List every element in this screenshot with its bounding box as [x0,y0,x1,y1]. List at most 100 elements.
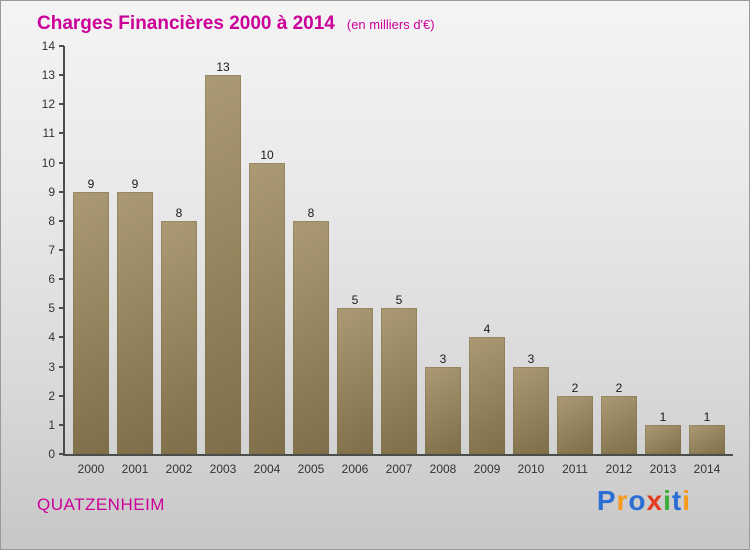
bar-column: 9 2001 [117,46,153,476]
y-tick-mark [59,394,64,397]
bar-value-label: 2 [615,380,623,395]
y-tick-mark [59,278,64,281]
bar-column: 4 2009 [469,46,505,476]
x-tick-label: 2014 [693,462,721,476]
x-tick-label: 2007 [385,462,413,476]
bar [689,424,725,454]
y-tick-mark [59,423,64,426]
bar [645,424,681,454]
logo-letter: x [646,485,664,516]
y-tick-label: 13 [41,68,55,83]
company-name: QUATZENHEIM [37,495,165,514]
y-tick-label: 7 [48,243,55,257]
y-tick-label: 2 [48,388,55,403]
logo-letter: t [671,485,683,516]
chart-title: Charges Financières 2000 à 2014 [37,13,335,34]
bar [469,337,505,454]
x-tick-label: 2006 [341,462,369,476]
bar-column: 5 2006 [337,46,373,476]
bar [73,191,109,454]
bar-column: 5 2007 [381,46,417,476]
y-tick-mark [59,45,64,47]
x-tick-label: 2010 [517,462,545,476]
y-tick-mark [59,249,64,251]
x-tick-label: 2011 [562,462,588,476]
bar-column: 1 2014 [689,46,725,476]
logo-letter: i [682,485,691,516]
bars-container: 9 2000 9 2001 8 2002 13 2003 10 2004 8 2005 5 2006 5 20… [65,46,733,476]
y-tick-label: 1 [48,417,55,432]
chart-subtitle: (en milliers d'€) [346,17,435,32]
y-tick-label: 5 [48,301,55,316]
y-tick-label: 4 [48,330,55,345]
y-tick-mark [59,307,64,310]
bar-value-label: 3 [439,351,447,366]
x-tick-label: 2008 [429,462,457,476]
logo-letter: i [663,485,672,516]
plot-area: 0 1 2 3 4 5 6 7 8 9 10 11 12 13 14 9 2000 9 2001 8 2002 13 20… [42,40,733,476]
bar [205,75,241,454]
bar-column: 2 2011 [557,46,593,476]
bar-value-label: 8 [307,205,315,220]
y-tick-mark [59,336,64,339]
y-tick-mark [59,74,64,77]
y-tick-label: 14 [41,39,55,53]
x-tick-label: 2012 [605,462,633,476]
x-tick-label: 2001 [121,462,149,476]
bar-column: 1 2013 [645,46,681,476]
bar-column: 8 2005 [293,46,329,476]
x-tick-label: 2009 [473,462,501,476]
x-tick-label: 2013 [649,462,677,476]
bar [513,366,549,454]
bar-value-label: 8 [175,205,183,220]
bar-value-label: 1 [703,409,711,424]
y-tick-mark [59,132,64,135]
bar [381,308,417,454]
bar-value-label: 9 [87,176,95,191]
y-tick-label: 9 [48,184,55,199]
y-tick-label: 10 [41,155,55,170]
bar-column: 9 2000 [73,46,109,476]
y-tick-mark [59,365,64,368]
bar [557,395,593,454]
y-tick-label: 3 [48,359,55,374]
y-tick-label: 11 [42,126,55,141]
logo-letter: r [616,485,629,516]
bar-value-label: 10 [260,147,274,162]
bar-value-label: 5 [351,293,359,308]
x-tick-label: 2003 [209,462,237,476]
y-axis: 0 1 2 3 4 5 6 7 8 9 10 11 12 13 14 [42,40,733,460]
bar [161,220,197,454]
bar [249,162,285,454]
y-tick-label: 12 [41,97,55,112]
bar [425,366,461,454]
bar-value-label: 13 [216,60,230,75]
bar-value-label: 5 [395,293,403,308]
y-tick-mark [59,190,64,193]
bar-column: 10 2004 [249,46,285,476]
bar-column: 2 2012 [601,46,637,476]
chart-header: Charges Financières 2000 à 2014 (en mill… [37,13,435,35]
y-tick-label: 6 [48,272,55,287]
bar-value-label: 1 [659,409,667,424]
bar-value-label: 3 [527,351,535,366]
bar [117,191,153,454]
bar-value-label: 9 [131,176,139,191]
y-tick-mark [59,453,64,455]
x-tick-label: 2002 [165,462,193,476]
bar-column: 3 2010 [513,46,549,476]
bar-value-label: 4 [483,322,491,337]
proxiti-logo: Proxiti [597,485,691,517]
y-tick-mark [59,103,64,106]
y-tick-label: 0 [48,447,55,461]
bar-column: 3 2008 [425,46,461,476]
x-tick-label: 2004 [253,462,281,476]
y-tick-mark [59,161,64,164]
bar-column: 8 2002 [161,46,197,476]
x-tick-label: 2005 [297,462,325,476]
bar-column: 13 2003 [205,46,241,476]
bar [601,395,637,454]
bar [293,220,329,454]
x-tick-label: 2000 [77,462,105,476]
